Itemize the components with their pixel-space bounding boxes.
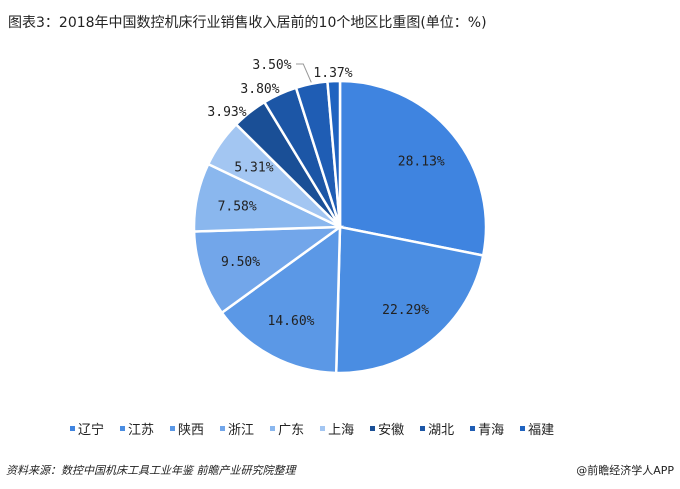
legend-item: 湖北 (420, 419, 454, 438)
data-label: 14.60% (268, 314, 315, 329)
legend-label: 浙江 (228, 423, 255, 438)
legend-item: 福建 (520, 419, 554, 438)
legend-label: 安徽 (378, 423, 405, 438)
leader-line (296, 63, 312, 83)
legend-label: 湖北 (428, 423, 455, 438)
pie-slice-1 (334, 225, 485, 375)
legend-label: 江苏 (128, 423, 155, 438)
legend-label: 青海 (478, 423, 505, 438)
legend-swatch (320, 426, 326, 431)
data-label: 3.93% (207, 105, 246, 120)
legend-label: 上海 (328, 423, 355, 438)
legend-item: 陕西 (170, 419, 204, 438)
legend-swatch (120, 426, 126, 431)
legend-item: 江苏 (120, 419, 154, 438)
legend-item: 浙江 (220, 419, 254, 438)
legend-swatch (420, 426, 426, 431)
legend-label: 陕西 (178, 423, 205, 438)
data-label: 9.50% (221, 255, 260, 270)
legend-swatch (470, 426, 476, 431)
legend-swatch (370, 426, 376, 431)
data-label: 3.50% (252, 58, 291, 73)
data-label: 22.29% (382, 303, 429, 318)
legend-swatch (270, 426, 276, 431)
data-label: 1.37% (313, 66, 352, 81)
pie-slice-2 (220, 224, 342, 375)
chart-title: 图表3：2018年中国数控机床行业销售收入居前的10个地区比重图(单位：%) (8, 15, 487, 31)
pie-slice-0 (338, 79, 488, 257)
legend-label: 广东 (278, 423, 305, 438)
legend-swatch (220, 426, 226, 431)
data-label: 3.80% (240, 82, 279, 97)
legend-swatch (170, 426, 176, 431)
legend-item: 辽宁 (70, 419, 104, 438)
credit: @前瞻经济学人APP (576, 464, 674, 477)
legend-label: 福建 (528, 423, 555, 438)
legend-item: 安徽 (370, 419, 404, 438)
legend-swatch (520, 426, 526, 431)
legend-swatch (70, 426, 75, 431)
legend: 辽宁 江苏 陕西 浙江 广东 上海 安徽 湖北 青海 福建 (70, 419, 554, 438)
pie-slice-3 (192, 225, 345, 315)
legend-item: 广东 (270, 419, 304, 438)
data-label: 28.13% (398, 154, 445, 169)
legend-label: 辽宁 (78, 423, 105, 438)
legend-item: 青海 (470, 419, 504, 438)
data-label: 5.31% (234, 161, 273, 176)
legend-item: 上海 (320, 419, 354, 438)
source-note: 资料来源：数控中国机床工具工业年鉴 前瞻产业研究院整理 (6, 464, 296, 477)
pie-slice-9 (326, 79, 342, 228)
data-label: 7.58% (218, 199, 257, 214)
